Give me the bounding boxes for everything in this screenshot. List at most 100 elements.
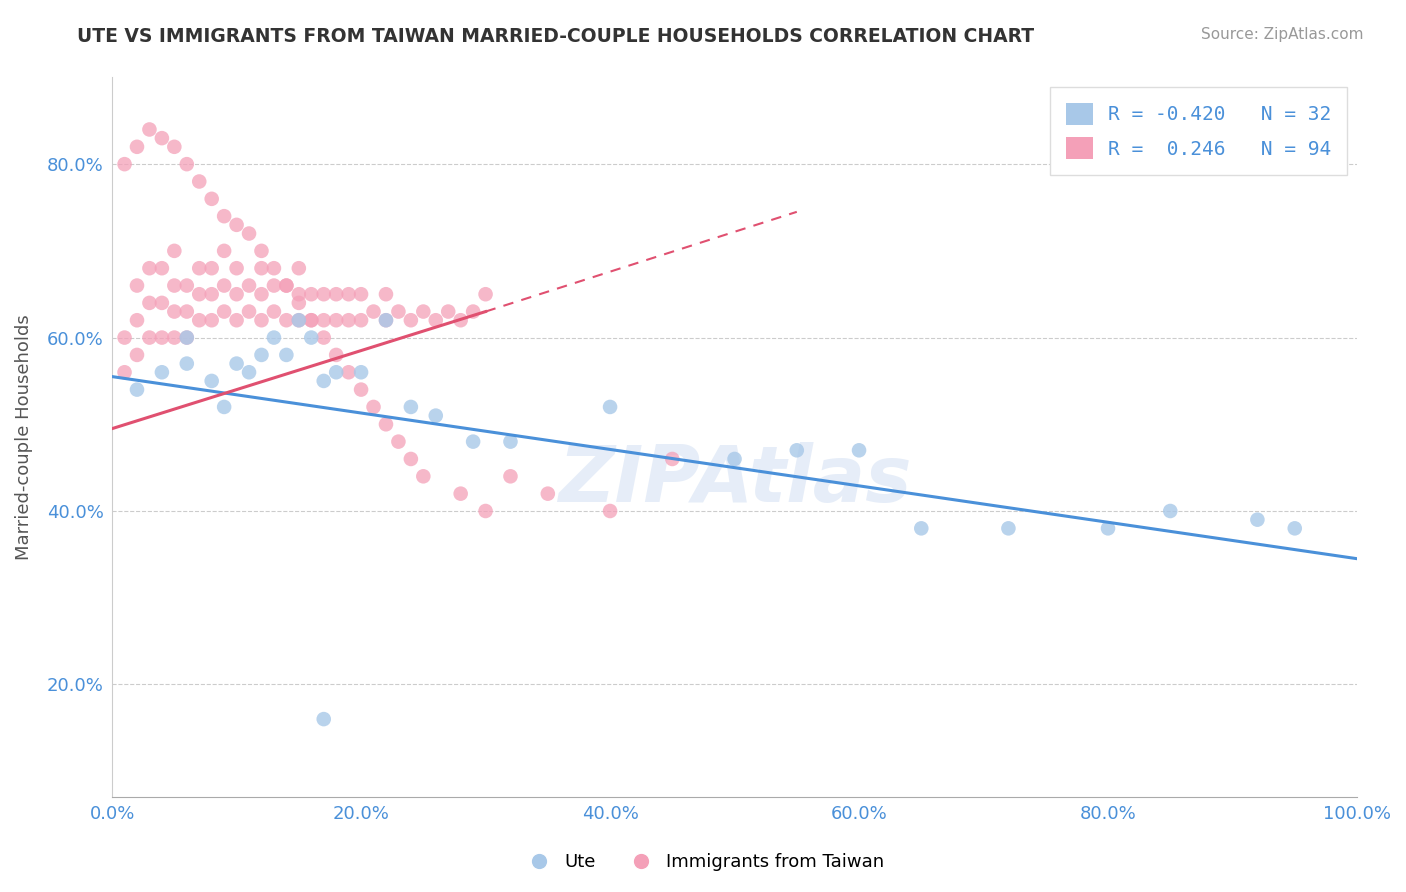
Point: [188, 174, 211, 188]
Point: [225, 357, 247, 371]
Point: [499, 434, 522, 449]
Point: [599, 504, 621, 518]
Point: [1246, 513, 1268, 527]
Point: [412, 304, 434, 318]
Point: [238, 365, 260, 379]
Point: [263, 304, 285, 318]
Point: [188, 261, 211, 276]
Point: [312, 287, 335, 301]
Point: [263, 278, 285, 293]
Point: [375, 287, 398, 301]
Point: [463, 304, 485, 318]
Point: [1284, 521, 1306, 535]
Point: [276, 278, 298, 293]
Point: [263, 261, 285, 276]
Point: [312, 330, 335, 344]
Point: [176, 330, 198, 344]
Point: [276, 348, 298, 362]
Point: [325, 287, 347, 301]
Point: [176, 157, 198, 171]
Point: [288, 313, 311, 327]
Point: [450, 313, 472, 327]
Point: [125, 278, 148, 293]
Point: [225, 218, 247, 232]
Point: [250, 348, 273, 362]
Point: [312, 313, 335, 327]
Point: [786, 443, 808, 458]
Point: [125, 383, 148, 397]
Point: [299, 313, 322, 327]
Point: [337, 313, 360, 327]
Point: [723, 452, 745, 467]
Point: [138, 122, 160, 136]
Point: [138, 296, 160, 310]
Point: [163, 304, 186, 318]
Text: Source: ZipAtlas.com: Source: ZipAtlas.com: [1201, 27, 1364, 42]
Point: [201, 192, 224, 206]
Point: [250, 261, 273, 276]
Point: [250, 287, 273, 301]
Point: [276, 313, 298, 327]
Point: [225, 261, 247, 276]
Point: [325, 365, 347, 379]
Point: [201, 287, 224, 301]
Legend: Ute, Immigrants from Taiwan: Ute, Immigrants from Taiwan: [515, 847, 891, 879]
Point: [212, 304, 235, 318]
Point: [325, 313, 347, 327]
Point: [176, 278, 198, 293]
Point: [138, 330, 160, 344]
Point: [910, 521, 932, 535]
Point: [163, 140, 186, 154]
Point: [350, 287, 373, 301]
Point: [399, 452, 422, 467]
Point: [163, 330, 186, 344]
Point: [163, 278, 186, 293]
Point: [848, 443, 870, 458]
Point: [263, 330, 285, 344]
Point: [212, 209, 235, 223]
Point: [412, 469, 434, 483]
Point: [499, 469, 522, 483]
Point: [250, 313, 273, 327]
Point: [163, 244, 186, 258]
Point: [114, 330, 136, 344]
Text: ZIPAtlas: ZIPAtlas: [558, 442, 911, 518]
Point: [474, 287, 496, 301]
Point: [250, 244, 273, 258]
Point: [238, 304, 260, 318]
Point: [212, 278, 235, 293]
Point: [1159, 504, 1181, 518]
Point: [176, 330, 198, 344]
Point: [238, 278, 260, 293]
Point: [288, 261, 311, 276]
Point: [114, 365, 136, 379]
Point: [1097, 521, 1119, 535]
Point: [337, 365, 360, 379]
Point: [299, 287, 322, 301]
Point: [114, 157, 136, 171]
Point: [312, 374, 335, 388]
Point: [387, 434, 409, 449]
Point: [325, 348, 347, 362]
Point: [350, 365, 373, 379]
Point: [225, 287, 247, 301]
Point: [363, 400, 385, 414]
Point: [437, 304, 460, 318]
Point: [150, 330, 173, 344]
Point: [299, 313, 322, 327]
Point: [150, 261, 173, 276]
Point: [337, 287, 360, 301]
Point: [150, 365, 173, 379]
Legend: R = -0.420   N = 32, R =  0.246   N = 94: R = -0.420 N = 32, R = 0.246 N = 94: [1050, 87, 1347, 175]
Point: [350, 313, 373, 327]
Text: UTE VS IMMIGRANTS FROM TAIWAN MARRIED-COUPLE HOUSEHOLDS CORRELATION CHART: UTE VS IMMIGRANTS FROM TAIWAN MARRIED-CO…: [77, 27, 1035, 45]
Point: [599, 400, 621, 414]
Point: [288, 296, 311, 310]
Point: [201, 374, 224, 388]
Point: [125, 348, 148, 362]
Point: [463, 434, 485, 449]
Point: [450, 486, 472, 500]
Point: [425, 313, 447, 327]
Point: [212, 244, 235, 258]
Point: [399, 400, 422, 414]
